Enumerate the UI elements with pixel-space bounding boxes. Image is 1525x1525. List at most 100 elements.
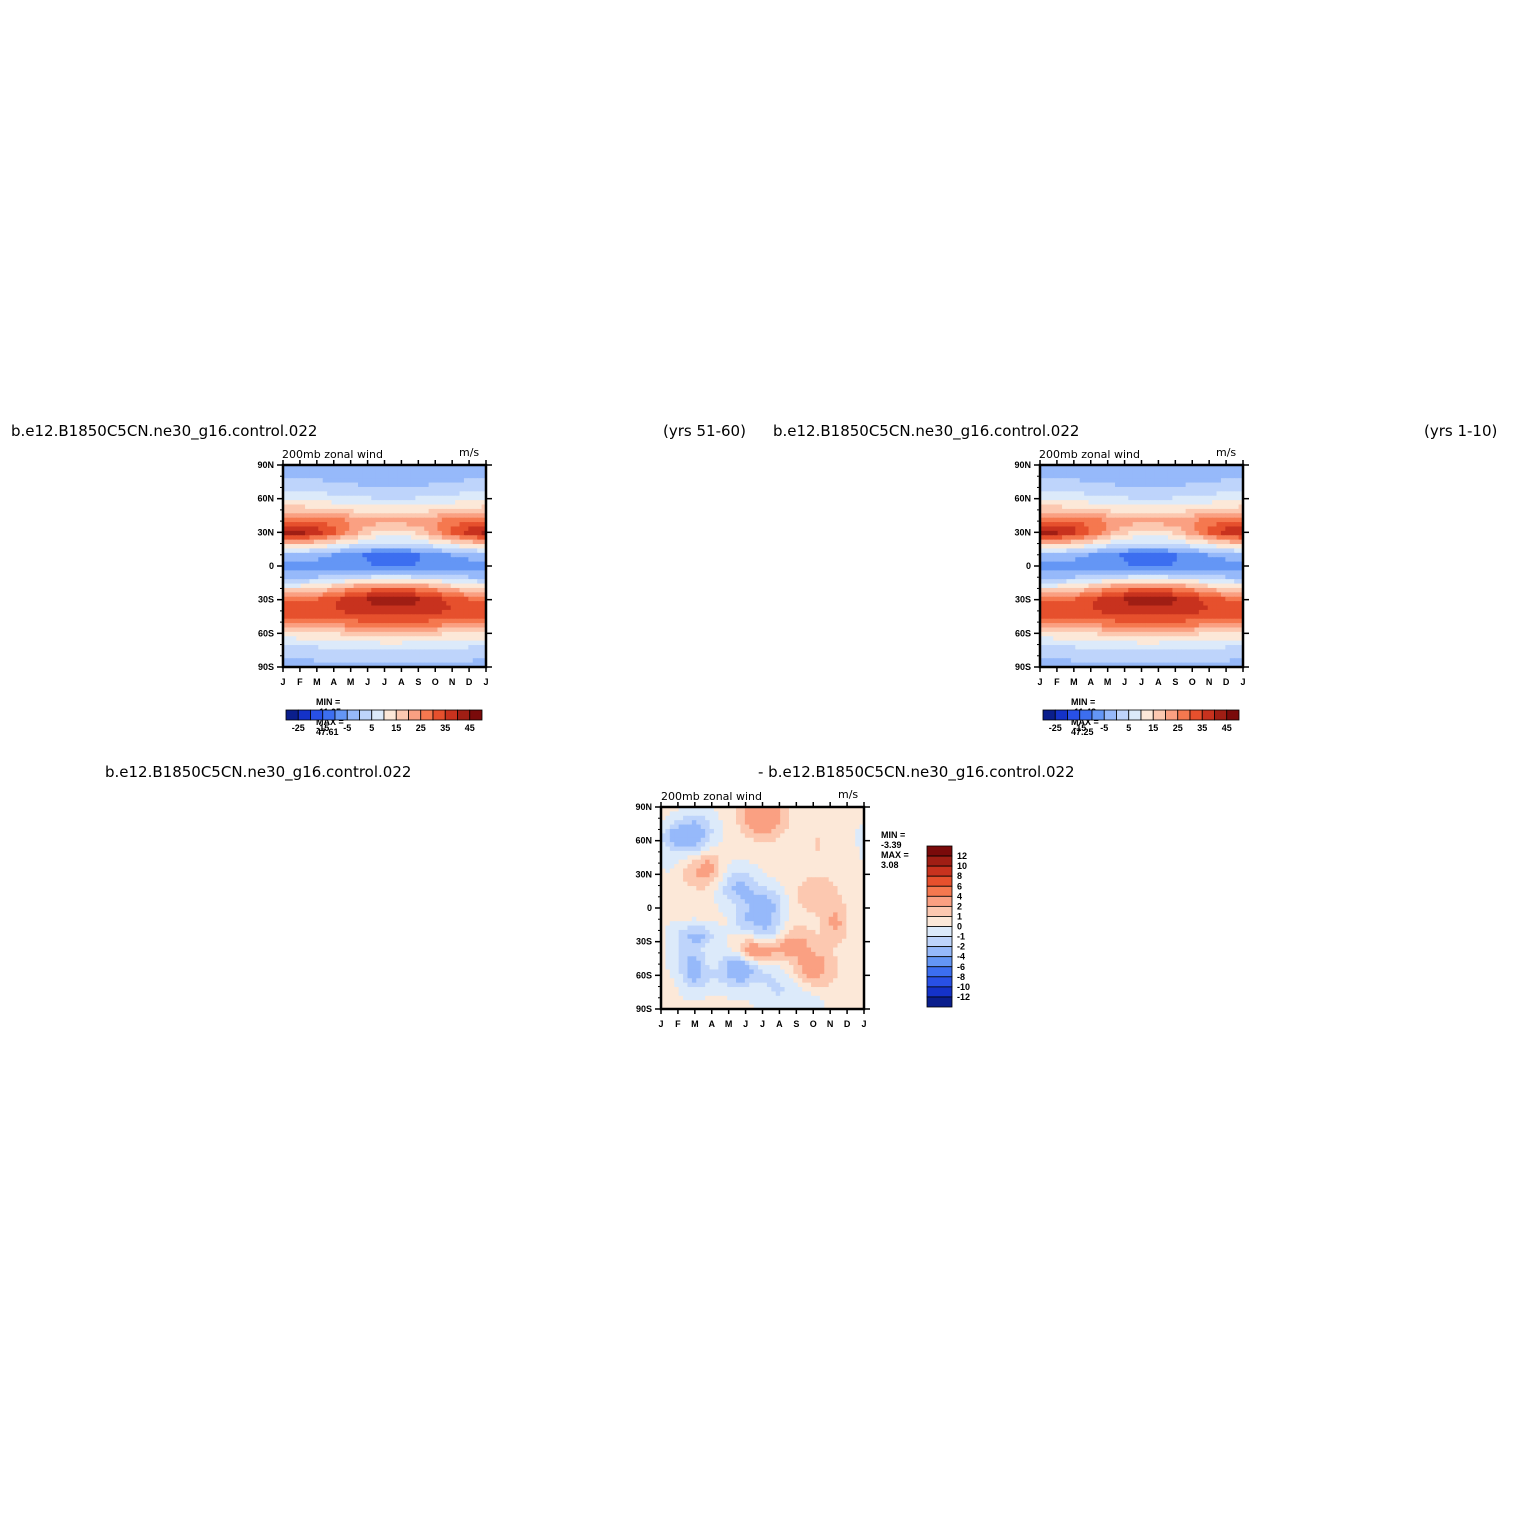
contour-cell bbox=[1145, 526, 1151, 532]
contour-cell bbox=[1220, 636, 1226, 642]
contour-cell bbox=[287, 508, 293, 514]
contour-cell bbox=[740, 846, 746, 852]
contour-cell bbox=[402, 522, 408, 528]
contour-cell bbox=[1181, 482, 1187, 488]
contour-cell bbox=[1044, 504, 1050, 510]
contour-cell bbox=[696, 828, 702, 834]
contour-cell bbox=[1190, 469, 1196, 475]
contour-cell bbox=[433, 583, 439, 589]
contour-cell bbox=[318, 653, 324, 659]
contour-cell bbox=[358, 544, 364, 550]
contour-cell bbox=[349, 631, 355, 637]
contour-cell bbox=[1167, 491, 1173, 497]
contour-cell bbox=[380, 539, 386, 545]
panel3-min-max: MIN = -3.39 MAX = 3.08 bbox=[876, 820, 909, 870]
contour-cell bbox=[1062, 526, 1068, 532]
contour-cell bbox=[1062, 530, 1068, 536]
contour-cell bbox=[455, 596, 461, 602]
contour-cell bbox=[375, 544, 381, 550]
contour-cell bbox=[1106, 618, 1112, 624]
contour-cell bbox=[371, 592, 377, 598]
contour-cell bbox=[318, 522, 324, 528]
contour-cell bbox=[384, 482, 390, 488]
contour-cell bbox=[1079, 645, 1085, 651]
contour-cell bbox=[410, 495, 416, 501]
contour-cell bbox=[318, 561, 324, 567]
contour-cell bbox=[740, 842, 746, 848]
contour-cell bbox=[1190, 478, 1196, 484]
contour-cell bbox=[1066, 627, 1072, 633]
x-tick-label: J bbox=[1240, 677, 1245, 687]
contour-cell bbox=[1057, 640, 1063, 646]
contour-cell bbox=[300, 614, 306, 620]
contour-cell bbox=[1181, 530, 1187, 536]
contour-cell bbox=[362, 478, 368, 484]
contour-cell bbox=[300, 662, 306, 668]
contour-cell bbox=[1163, 640, 1169, 646]
contour-cell bbox=[1092, 535, 1098, 541]
contour-cell bbox=[1229, 662, 1235, 668]
contour-cell bbox=[296, 614, 302, 620]
contour-cell bbox=[327, 491, 333, 497]
contour-cell bbox=[371, 653, 377, 659]
contour-cell bbox=[313, 627, 319, 633]
contour-cell bbox=[371, 618, 377, 624]
contour-cell bbox=[674, 837, 680, 843]
contour-cell bbox=[318, 631, 324, 637]
contour-cell bbox=[766, 850, 772, 856]
contour-cell bbox=[296, 623, 302, 629]
contour-cell bbox=[1048, 592, 1054, 598]
contour-cell bbox=[1234, 636, 1240, 642]
contour-cell bbox=[1123, 587, 1129, 593]
contour-cell bbox=[1181, 544, 1187, 550]
contour-cell bbox=[358, 530, 364, 536]
contour-cell bbox=[1040, 592, 1046, 598]
contour-cell bbox=[406, 605, 412, 611]
contour-cell bbox=[388, 478, 394, 484]
contour-cell bbox=[1040, 508, 1046, 514]
contour-cell bbox=[393, 557, 399, 563]
contour-cell bbox=[1190, 557, 1196, 563]
contour-cell bbox=[669, 837, 675, 843]
contour-cell bbox=[1145, 579, 1151, 585]
contour-cell bbox=[1238, 548, 1244, 554]
contour-cell bbox=[309, 465, 315, 470]
contour-cell bbox=[1163, 636, 1169, 642]
contour-cell bbox=[1110, 473, 1116, 479]
contour-cell bbox=[424, 649, 430, 655]
contour-cell bbox=[477, 645, 483, 651]
contour-cell bbox=[344, 623, 350, 629]
contour-cell bbox=[455, 530, 461, 536]
contour-cell bbox=[283, 627, 289, 633]
contour-cell bbox=[1044, 500, 1050, 506]
contour-cell bbox=[1176, 539, 1182, 545]
contour-cell bbox=[463, 513, 469, 519]
contour-cell bbox=[300, 513, 306, 519]
contour-cell bbox=[406, 495, 412, 501]
contour-cell bbox=[455, 522, 461, 528]
contour-cell bbox=[837, 842, 843, 848]
contour-cell bbox=[1163, 535, 1169, 541]
contour-cell bbox=[1132, 601, 1138, 607]
contour-cell bbox=[1225, 587, 1231, 593]
contour-cell bbox=[322, 587, 328, 593]
contour-cell bbox=[415, 535, 421, 541]
contour-cell bbox=[1238, 623, 1244, 629]
contour-cell bbox=[1075, 465, 1081, 470]
contour-cell bbox=[353, 522, 359, 528]
contour-cell bbox=[327, 583, 333, 589]
contour-cell bbox=[1159, 653, 1165, 659]
colorbar-swatch bbox=[1079, 709, 1093, 721]
contour-cell bbox=[402, 614, 408, 620]
contour-cell bbox=[428, 561, 434, 567]
contour-cell bbox=[428, 517, 434, 523]
contour-cell bbox=[313, 539, 319, 545]
contour-cell bbox=[305, 618, 311, 624]
contour-cell bbox=[287, 491, 293, 497]
contour-cell bbox=[1101, 614, 1107, 620]
contour-cell bbox=[1110, 570, 1116, 576]
contour-cell bbox=[463, 609, 469, 615]
contour-cell bbox=[1176, 662, 1182, 668]
contour-cell bbox=[419, 596, 425, 602]
contour-cell bbox=[410, 522, 416, 528]
